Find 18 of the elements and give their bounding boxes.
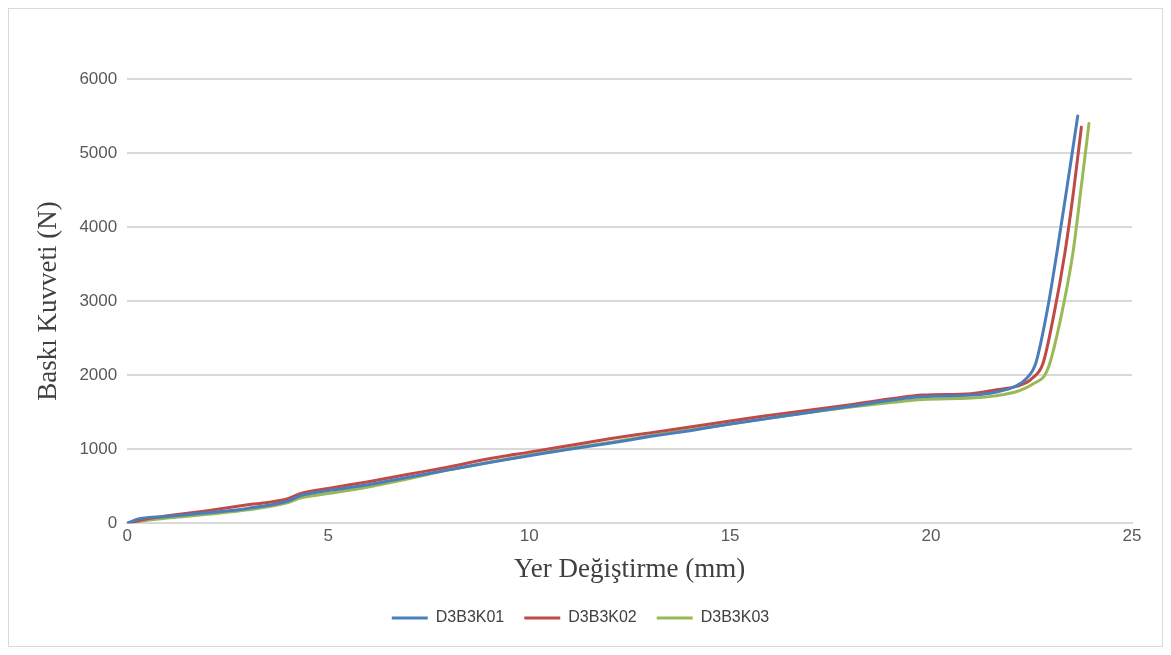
y-tick-label: 4000: [79, 216, 118, 236]
legend-label: D3B3K03: [700, 608, 770, 626]
x-tick-label: 20: [921, 526, 941, 546]
legend-label: D3B3K02: [568, 608, 637, 626]
legend-label: D3B3K01: [435, 608, 505, 626]
y-tick-label: 6000: [79, 68, 118, 88]
x-tick-label: 10: [519, 526, 539, 546]
x-axis-title: Yer Değiştirme (mm): [513, 552, 746, 583]
y-tick-label: 5000: [79, 142, 118, 162]
x-tick-label: 15: [720, 526, 740, 546]
y-tick-label: 2000: [79, 364, 118, 384]
x-tick-label: 25: [1122, 526, 1142, 546]
x-tick-label: 5: [323, 526, 333, 546]
y-axis-title: Baskı Kuvveti (N): [32, 201, 63, 401]
y-tick-label: 1000: [79, 438, 118, 458]
y-tick-label: 0: [107, 512, 118, 532]
x-tick-label: 0: [122, 526, 132, 546]
y-tick-label: 3000: [79, 290, 118, 310]
